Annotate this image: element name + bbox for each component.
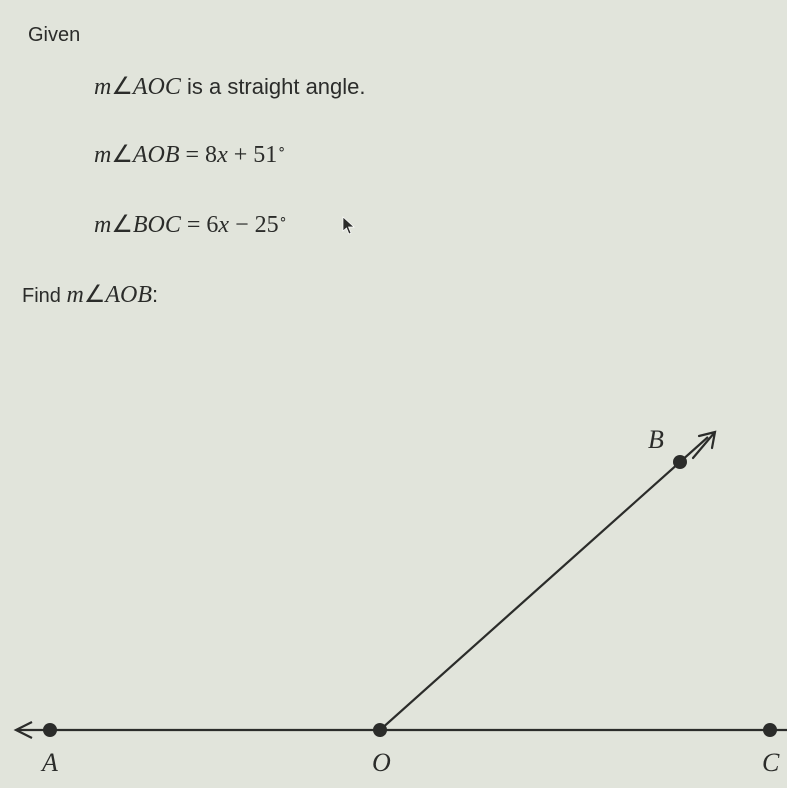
label-o: O [372,748,391,778]
ray-ob [380,437,708,730]
point-o [373,723,387,737]
label-a: A [42,748,58,778]
point-a [43,723,57,737]
geometry-diagram [0,0,787,788]
point-b [673,455,687,469]
point-c [763,723,777,737]
label-b: B [648,425,664,455]
arrowhead-b [693,432,715,458]
label-c: C [762,748,779,778]
